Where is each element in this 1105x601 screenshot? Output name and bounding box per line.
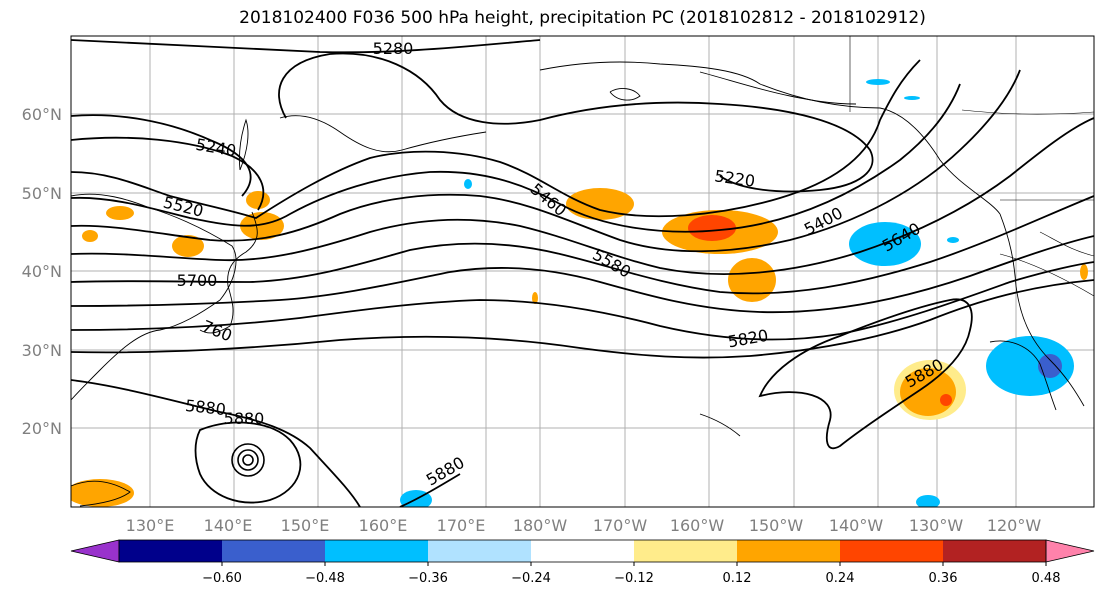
lon-label: 170°E	[437, 516, 486, 535]
colorbar-tick-label: −0.24	[511, 571, 551, 586]
map-frame	[70, 35, 1095, 508]
latitude-labels: 60°N 50°N 40°N 30°N 20°N	[22, 105, 62, 438]
lon-label: 140°E	[204, 516, 253, 535]
plot-title: 2018102400 F036 500 hPa height, precipit…	[239, 8, 926, 28]
colorbar-tick-label: 0.36	[929, 571, 958, 586]
colorbar-outline	[118, 539, 1047, 563]
lon-label: 130°E	[126, 516, 175, 535]
colorbar-swatch	[222, 540, 326, 562]
contour-label: 5880	[224, 409, 265, 428]
colorbar-swatch	[428, 540, 532, 562]
contour-label: 5280	[373, 39, 414, 58]
contour-label: 5880	[184, 396, 226, 419]
precip-patch-positive	[106, 206, 134, 220]
colorbar: −0.60 −0.48 −0.36 −0.24 −0.12 0.12 0.24 0.36 0.4…	[70, 539, 1095, 586]
colorbar-swatch	[531, 540, 635, 562]
colorbar-tick-label: −0.12	[614, 571, 654, 586]
precip-patch-negative	[986, 336, 1074, 396]
precip-patch-positive	[172, 235, 204, 257]
lon-label: 150°E	[281, 516, 330, 535]
lon-label: 140°W	[829, 516, 884, 535]
lon-label: 150°W	[749, 516, 804, 535]
lon-label: 160°E	[359, 516, 408, 535]
precip-patch-strong	[688, 215, 736, 241]
colorbar-swatches	[70, 539, 1095, 563]
precipitation-shading	[71, 79, 1088, 507]
lon-label: 160°W	[670, 516, 725, 535]
colorbar-tick-label: 0.24	[826, 571, 855, 586]
precip-patch-positive	[82, 230, 98, 242]
precip-patch-positive	[532, 292, 538, 304]
colorbar-swatch	[70, 539, 120, 563]
colorbar-tick-label: 0.48	[1032, 571, 1061, 586]
precip-patch-positive	[728, 258, 776, 302]
longitude-labels: 130°E 140°E 150°E 160°E 170°E 180°W 170°…	[126, 516, 1042, 535]
precip-patch-strong	[940, 394, 952, 406]
lat-label: 40°N	[22, 262, 62, 281]
colorbar-tick-label: −0.36	[408, 571, 448, 586]
precip-patch-positive	[246, 191, 270, 209]
colorbar-swatch	[737, 540, 841, 562]
lon-label: 120°W	[987, 516, 1042, 535]
colorbar-tick-label: −0.48	[305, 571, 345, 586]
precip-patch-negative	[464, 179, 472, 189]
lon-label: 180°W	[513, 516, 568, 535]
colorbar-tick-label: −0.60	[202, 571, 242, 586]
precip-patch-positive	[566, 188, 634, 220]
precip-patch-negative	[947, 237, 959, 243]
lon-label: 170°W	[593, 516, 648, 535]
colorbar-swatch	[325, 540, 429, 562]
precip-patch-strong-negative	[1038, 354, 1062, 378]
lat-label: 50°N	[22, 184, 62, 203]
height-contours	[71, 39, 1094, 507]
lon-label: 130°W	[909, 516, 964, 535]
precip-patch-negative	[904, 96, 920, 100]
map-gridlines	[71, 36, 1094, 507]
lat-label: 30°N	[22, 341, 62, 360]
contour-label: 5700	[177, 271, 218, 290]
colorbar-ticks: −0.60 −0.48 −0.36 −0.24 −0.12 0.12 0.24 0.36 0.4…	[202, 562, 1061, 586]
colorbar-swatch	[943, 540, 1047, 562]
colorbar-swatch	[840, 540, 944, 562]
colorbar-swatch	[634, 540, 738, 562]
lat-label: 20°N	[22, 419, 62, 438]
precip-patch-positive	[240, 212, 284, 240]
precip-patch-negative	[916, 495, 940, 507]
precip-patch-positive	[1080, 264, 1088, 280]
lat-label: 60°N	[22, 105, 62, 124]
precip-patch-negative	[866, 79, 890, 85]
colorbar-swatch	[119, 540, 223, 562]
colorbar-tick-label: 0.12	[723, 571, 752, 586]
colorbar-swatch	[1045, 539, 1095, 563]
